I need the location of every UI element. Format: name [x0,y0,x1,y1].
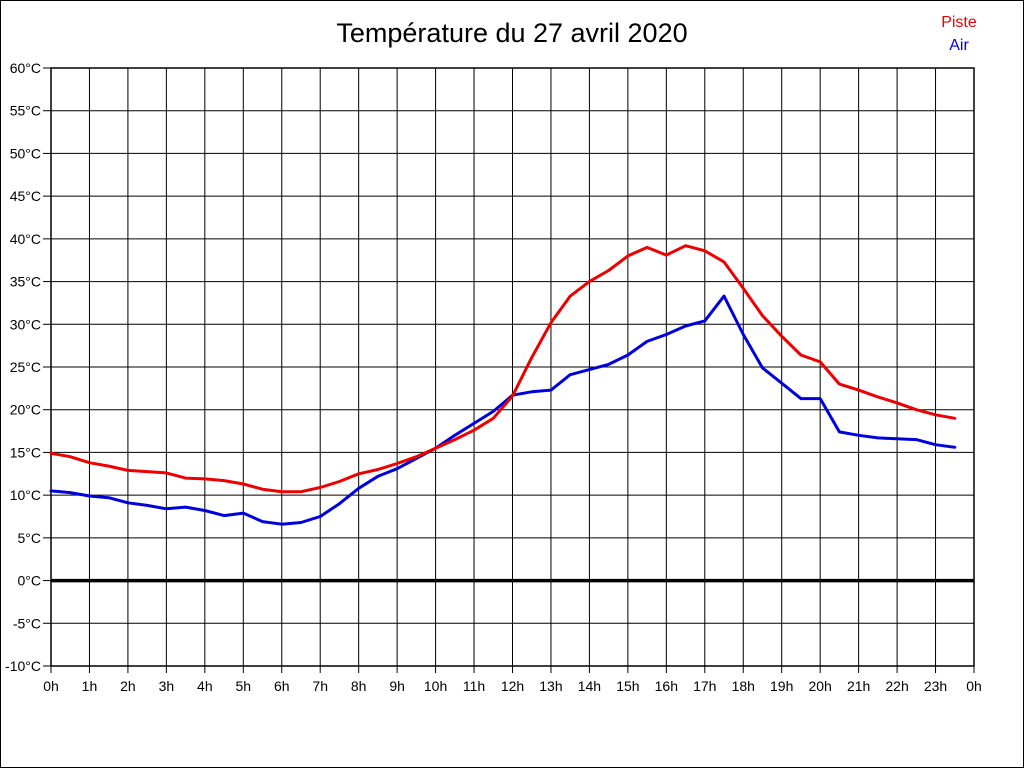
x-tick-label: 18h [732,678,755,694]
x-tick-label: 5h [236,678,252,694]
x-tick-label: 14h [578,678,601,694]
y-tick-label: 10°C [10,487,41,503]
x-tick-label: 10h [424,678,447,694]
y-tick-label: 5°C [18,530,42,546]
x-tick-label: 0h [966,678,982,694]
chart-title: Température du 27 avril 2020 [336,18,688,48]
y-tick-label: 0°C [18,573,42,589]
x-tick-label: 16h [655,678,678,694]
x-tick-label: 22h [885,678,908,694]
x-tick-label: 20h [808,678,831,694]
y-tick-label: -5°C [13,615,41,631]
x-tick-label: 7h [312,678,328,694]
y-tick-label: 60°C [10,60,41,76]
x-tick-label: 19h [770,678,793,694]
x-tick-label: 8h [351,678,367,694]
x-tick-label: 4h [197,678,213,694]
x-tick-label: 9h [389,678,405,694]
y-tick-label: 35°C [10,274,41,290]
x-tick-label: 11h [463,678,485,694]
x-tick-label: 17h [693,678,716,694]
plot-border [50,67,975,667]
y-tick-label: 55°C [10,103,41,119]
y-tick-label: 20°C [10,402,41,418]
air-line [49,294,957,526]
y-tick-label: 45°C [10,188,41,204]
x-tick-label: 0h [43,678,59,694]
x-tick-label: 23h [924,678,947,694]
y-tick-label: 30°C [10,316,41,332]
y-tick-label: 25°C [10,359,41,375]
x-tick-label: 15h [616,678,639,694]
x-tick-label: 2h [120,678,136,694]
piste-line [49,244,957,494]
y-tick-label: 15°C [10,444,41,460]
x-tick-label: 12h [501,678,524,694]
x-tick-label: 3h [159,678,175,694]
x-tick-label: 1h [82,678,98,694]
y-tick-label: -10°C [5,658,41,674]
x-tick-label: 6h [274,678,290,694]
x-tick-label: 21h [847,678,870,694]
y-tick-label: 50°C [10,145,41,161]
legend-item-air: Air [949,37,969,54]
x-tick-label: 13h [539,678,562,694]
y-tick-label: 40°C [10,231,41,247]
chart-legend: Piste Air [921,11,997,57]
legend-item-piste: Piste [941,14,977,31]
